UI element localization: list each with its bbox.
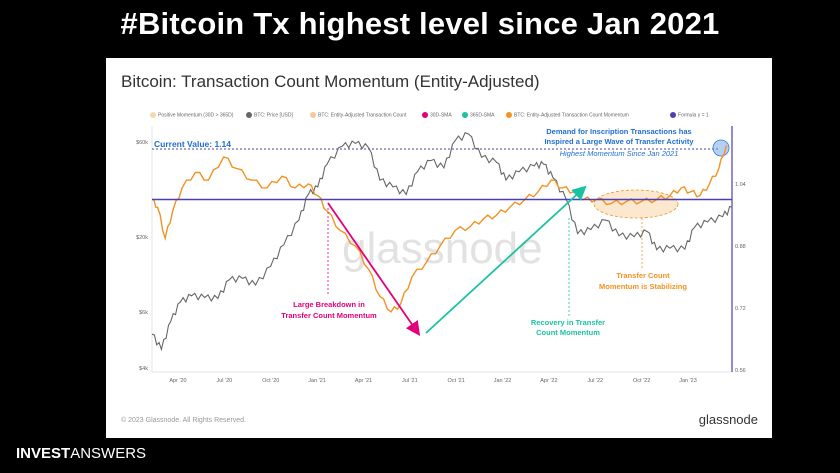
demand-annotation-line2: Inspired a Large Wave of Transfer Activi… [544,137,694,146]
breakdown-arrow [327,202,421,336]
legend-swatch [670,112,676,118]
glassnode-logo: glassnode [698,412,758,427]
y-right-tick-label: 0.88 [735,244,746,250]
glassnode-watermark: glassnode [342,224,543,273]
x-tick-label: Oct '21 [448,378,465,384]
breakdown-annotation-line1: Large Breakdown in [293,300,365,309]
recovery-annotation-line2: Count Momentum [536,328,600,337]
stabilizing-annotation-line2: Momentum is Stabilizing [599,282,687,291]
chart-card: Bitcoin: Transaction Count Momentum (Ent… [106,58,772,438]
legend-swatch [462,112,468,118]
legend-item-price[interactable]: BTC: Price [USD] [246,112,293,118]
demand-annotation-line1: Demand for Inscription Transactions has [546,127,691,136]
demand-annotation-line3: Highest Momentum Since Jan 2021 [560,149,679,158]
recovery-arrow [425,185,587,334]
y-right-tick-label: 0.56 [735,368,746,374]
legend-label: BTC: Price [USD] [254,112,293,119]
legend-item-tx-count[interactable]: BTC: Entity-Adjusted Transaction Count [310,112,406,118]
legend-swatch [506,112,512,118]
legend-item-formula[interactable]: Formula y = 1 [670,112,709,118]
legend-label: BTC: Entity-Adjusted Transaction Count [318,112,407,119]
legend-swatch [150,112,156,118]
legend-item-365d-sma[interactable]: 365D-SMA [462,112,494,118]
current-value-marker [712,139,730,157]
legend-swatch [310,112,316,118]
x-tick-label: Apr '22 [540,378,557,384]
chart-legend: Positive Momentum (30D > 365D) BTC: Pric… [150,112,750,124]
stabilizing-annotation-line1: Transfer Count [616,271,670,280]
chart-plot: glassnode Apr '20 Jul '20 Oct '20 Jan '21 Ap… [136,126,746,384]
footer-answers: ANSWERS [70,445,147,462]
footer-invest: INVEST [16,445,71,462]
breakdown-annotation-line2: Transfer Count Momentum [281,311,377,320]
price-series-line [151,131,733,352]
legend-label: 365D-SMA [470,112,495,119]
legend-swatch [422,112,428,118]
y-left-tick-label: $60k [136,140,148,146]
legend-item-positive-momentum[interactable]: Positive Momentum (30D > 365D) [150,112,233,118]
y-right-tick-label: 0.72 [735,306,746,312]
x-tick-label: Jul '20 [216,378,232,384]
x-tick-label: Apr '20 [169,378,186,384]
y-left-tick-label: $4k [139,366,148,372]
legend-label: 30D-SMA [430,112,452,119]
copyright-notice: © 2023 Glassnode. All Rights Reserved. [121,417,247,424]
x-tick-label: Jan '22 [494,378,512,384]
legend-label: BTC: Entity-Adjusted Transaction Count M… [514,112,629,119]
y-right-tick-label: 1.04 [735,182,746,188]
recovery-annotation-line1: Recovery in Transfer [531,318,605,327]
legend-label: Positive Momentum (30D > 365D) [158,112,234,119]
x-tick-label: Jan '23 [679,378,697,384]
legend-item-30d-sma[interactable]: 30D-SMA [422,112,452,118]
investanswers-logo: INVESTANSWERS [16,445,146,462]
x-tick-label: Apr '21 [355,378,372,384]
y-left-tick-label: $20k [136,235,148,241]
headline: #Bitcoin Tx highest level since Jan 2021 [120,6,720,41]
y-left-tick-label: $6k [139,310,148,316]
legend-swatch [246,112,252,118]
x-tick-label: Jan '21 [308,378,326,384]
chart-title: Bitcoin: Transaction Count Momentum (Ent… [121,72,540,91]
x-tick-label: Jul '21 [402,378,418,384]
legend-item-momentum[interactable]: BTC: Entity-Adjusted Transaction Count M… [506,112,629,118]
x-tick-label: Oct '22 [633,378,650,384]
legend-label: Formula y = 1 [678,112,709,119]
x-tick-label: Jul '22 [587,378,603,384]
x-tick-label: Oct '20 [262,378,279,384]
current-value-label: Current Value: 1.14 [154,139,231,149]
